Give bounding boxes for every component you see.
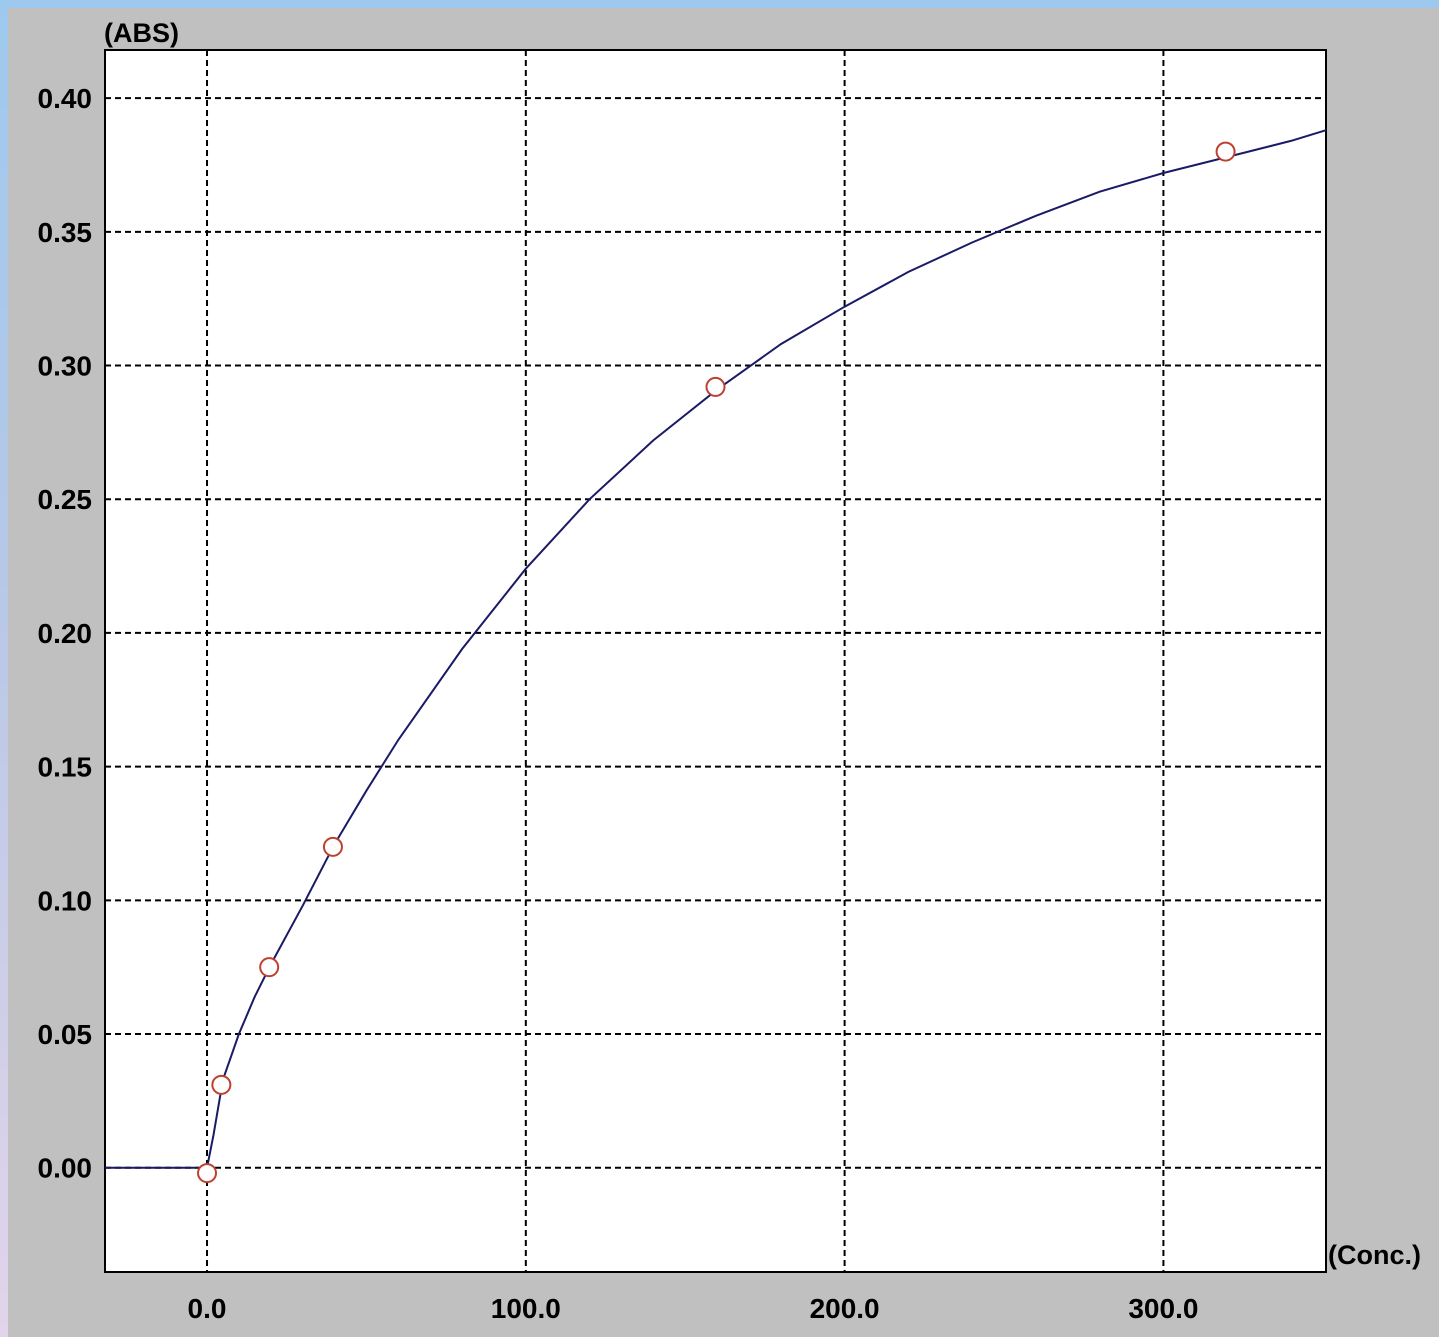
y-tick-label: 0.20 bbox=[38, 618, 93, 649]
data-point bbox=[211, 1074, 232, 1095]
y-tick-label: 0.25 bbox=[38, 484, 93, 515]
y-tick-labels: 0.00 0.05 0.10 0.15 0.20 0.25 0.30 0.35 0.40 bbox=[38, 83, 93, 1184]
data-point bbox=[1215, 141, 1236, 162]
y-tick-label: 0.35 bbox=[38, 217, 93, 248]
y-tick-label: 0.15 bbox=[38, 752, 93, 783]
y-tick-label: 0.40 bbox=[38, 83, 93, 114]
x-axis-label: (Conc.) bbox=[1328, 1240, 1421, 1270]
x-tick-label: 300.0 bbox=[1128, 1293, 1198, 1324]
x-tick-label: 100.0 bbox=[491, 1293, 561, 1324]
grid-lines bbox=[105, 50, 1326, 1272]
y-tick-label: 0.05 bbox=[38, 1019, 93, 1050]
data-point bbox=[259, 957, 280, 978]
x-tick-label: 0.0 bbox=[188, 1293, 227, 1324]
x-tick-labels: 0.0 100.0 200.0 300.0 bbox=[188, 1293, 1199, 1324]
fit-curve bbox=[105, 129, 1327, 1169]
y-tick-label: 0.30 bbox=[38, 351, 93, 382]
y-tick-label: 0.00 bbox=[38, 1153, 93, 1184]
plot-area bbox=[104, 49, 1327, 1273]
data-points bbox=[197, 141, 1236, 1184]
y-axis-label: (ABS) bbox=[104, 18, 179, 48]
data-point bbox=[322, 836, 343, 857]
data-point bbox=[197, 1163, 218, 1184]
y-tick-label: 0.10 bbox=[38, 885, 93, 916]
data-point bbox=[705, 376, 726, 397]
x-tick-label: 200.0 bbox=[810, 1293, 880, 1324]
